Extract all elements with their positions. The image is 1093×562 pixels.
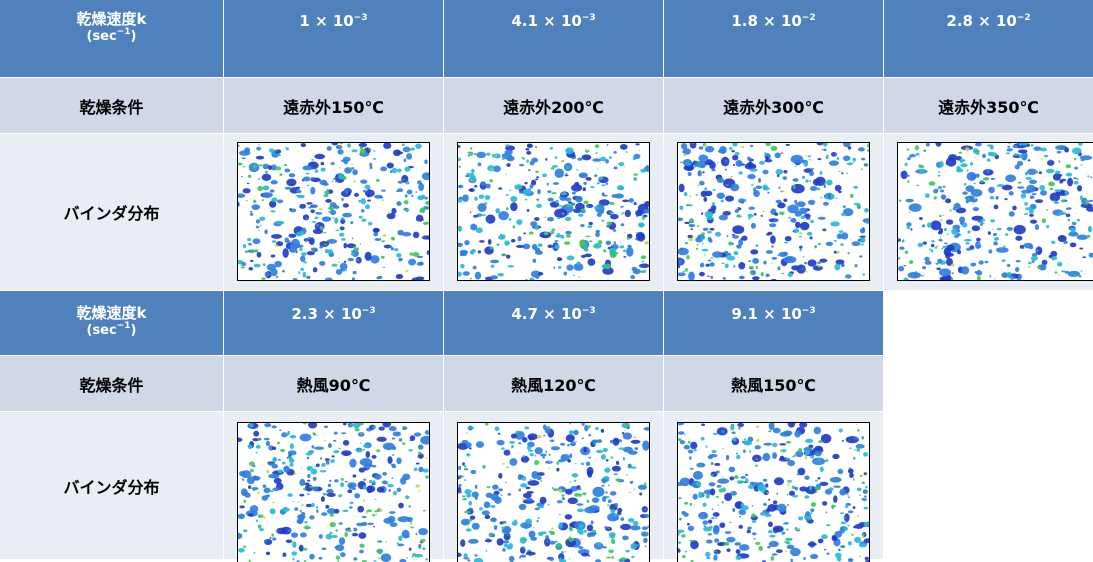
bottom-distribution-label: バインダ分布 (63, 477, 160, 497)
top-condition-label-cell: 乾燥条件 (0, 78, 223, 133)
top-distribution-label: バインダ分布 (63, 204, 160, 223)
top-k-value-4: 2.8 × 10−2 (946, 12, 1031, 30)
top-k-cell-4: 2.8 × 10−2 (884, 0, 1093, 77)
bottom-k-cell-2: 4.7 × 10−3 (444, 291, 663, 355)
top-k-value-2: 4.1 × 10−3 (511, 12, 596, 30)
top-k-label: 乾燥速度k (76, 10, 147, 28)
top-k-value-1: 1 × 10−3 (299, 12, 368, 30)
bottom-condition-cell-3: 熱風150℃ (664, 356, 883, 411)
bottom-k-value-3: 9.1 × 10−3 (731, 305, 816, 323)
bottom-distribution-label-cell: バインダ分布 (0, 412, 223, 559)
top-condition-cell-3: 遠赤外300℃ (664, 78, 883, 133)
binder-map-pattern (898, 143, 1093, 280)
binder-map-far-ir-200 (457, 142, 650, 281)
top-condition-4: 遠赤外350℃ (938, 97, 1039, 117)
top-k-cell-2: 4.1 × 10−3 (444, 0, 663, 77)
bottom-condition-cell-1: 熱風90℃ (224, 356, 443, 411)
bottom-condition-cell-2: 熱風120℃ (444, 356, 663, 411)
bottom-condition-1: 熱風90℃ (296, 375, 371, 395)
bottom-condition-2: 熱風120℃ (511, 375, 596, 395)
top-condition-2: 遠赤外200℃ (503, 97, 604, 117)
bottom-condition-label-cell: 乾燥条件 (0, 356, 223, 411)
bottom-k-value-1: 2.3 × 10−3 (291, 305, 376, 323)
binder-map-hot-air-90 (237, 422, 430, 562)
top-k-cell-3: 1.8 × 10−2 (664, 0, 883, 77)
bottom-k-cell-1: 2.3 × 10−3 (224, 291, 443, 355)
top-header-label-cell: 乾燥速度k (sec−1) (0, 0, 223, 77)
binder-map-far-ir-150 (237, 142, 430, 281)
top-condition-cell-1: 遠赤外150℃ (224, 78, 443, 133)
binder-map-pattern (458, 423, 649, 562)
top-condition-1: 遠赤外150℃ (283, 97, 384, 117)
top-condition-3: 遠赤外300℃ (723, 97, 824, 117)
binder-map-hot-air-120 (457, 422, 650, 562)
top-condition-cell-2: 遠赤外200℃ (444, 78, 663, 133)
top-k-unit: (sec−1) (86, 27, 137, 44)
bottom-header-label-cell: 乾燥速度k (sec−1) (0, 291, 223, 355)
bottom-k-unit: (sec−1) (86, 321, 137, 338)
top-k-cell-1: 1 × 10−3 (224, 0, 443, 77)
binder-map-pattern (678, 143, 869, 280)
bottom-k-label: 乾燥速度k (76, 304, 147, 322)
bottom-k-cell-3: 9.1 × 10−3 (664, 291, 883, 355)
bottom-condition-3: 熱風150℃ (731, 375, 816, 395)
bottom-k-value-2: 4.7 × 10−3 (511, 305, 596, 323)
binder-map-far-ir-300 (677, 142, 870, 281)
bottom-condition-label: 乾燥条件 (79, 375, 144, 395)
top-distribution-label-cell: バインダ分布 (0, 134, 223, 290)
binder-map-pattern (238, 423, 429, 562)
top-condition-label: 乾燥条件 (79, 97, 144, 117)
binder-map-pattern (678, 423, 869, 562)
top-condition-cell-4: 遠赤外350℃ (884, 78, 1093, 133)
top-k-value-3: 1.8 × 10−2 (731, 12, 816, 30)
binder-map-pattern (238, 143, 429, 280)
binder-map-far-ir-350 (897, 142, 1093, 281)
binder-map-hot-air-150 (677, 422, 870, 562)
binder-map-pattern (458, 143, 649, 280)
